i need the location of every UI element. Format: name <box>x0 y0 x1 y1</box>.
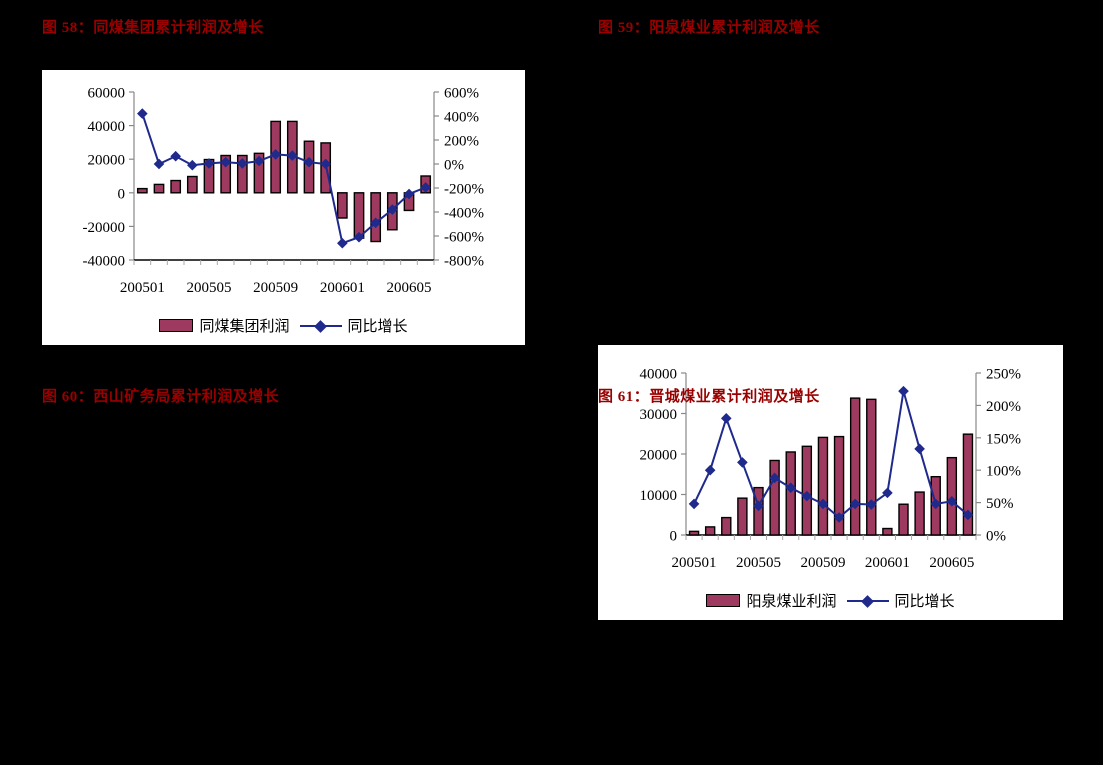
svg-text:100%: 100% <box>986 464 1021 480</box>
figure-title-61: 图 61：晋城煤业累计利润及增长 <box>598 389 820 405</box>
svg-text:50%: 50% <box>986 496 1014 512</box>
chart-legend-58: 同煤集团利润 同比增长 <box>42 315 525 336</box>
figure-panel-58: 图 58：同煤集团累计利润及增长 <box>42 16 264 37</box>
chart-plot-area-59: 0 10000 20000 30000 40000 0% 50% 100% 150% 200% 25… <box>598 345 1063 620</box>
svg-text:200601: 200601 <box>865 555 910 571</box>
legend-bar-label-59: 阳泉煤业利润 <box>746 594 837 610</box>
legend-item-line-58: 同比增长 <box>299 315 408 336</box>
chart-container-59: 0 10000 20000 30000 40000 0% 50% 100% 150% 200% 25… <box>598 345 1063 620</box>
svg-text:20000: 20000 <box>640 448 678 464</box>
chart-container-58: -40000 -20000 0 20000 40000 60000 -800% -600% -4… <box>42 70 525 345</box>
legend-line-marker-icon <box>299 319 342 333</box>
svg-text:10000: 10000 <box>640 488 678 504</box>
svg-text:40000: 40000 <box>88 119 126 135</box>
legend-item-bar-59: 阳泉煤业利润 <box>706 590 837 611</box>
svg-text:-40000: -40000 <box>83 254 126 270</box>
svg-text:200601: 200601 <box>320 280 365 296</box>
svg-text:0%: 0% <box>986 529 1006 545</box>
legend-bar-label-58: 同煤集团利润 <box>199 319 290 335</box>
legend-item-bar-58: 同煤集团利润 <box>159 315 290 336</box>
svg-text:-400%: -400% <box>444 206 484 222</box>
svg-text:200%: 200% <box>444 134 479 150</box>
chart-svg-59: 0 10000 20000 30000 40000 0% 50% 100% 150% 200% 25… <box>598 345 1063 620</box>
svg-text:-600%: -600% <box>444 230 484 246</box>
legend-bar-swatch-icon <box>706 594 741 607</box>
chart-svg-58: -40000 -20000 0 20000 40000 60000 -800% -600% -4… <box>42 70 525 345</box>
svg-text:200605: 200605 <box>387 280 432 296</box>
svg-text:0: 0 <box>670 529 678 545</box>
svg-text:60000: 60000 <box>88 86 126 102</box>
figure-panel-59: 图 59：阳泉煤业累计利润及增长 <box>598 16 820 37</box>
svg-text:40000: 40000 <box>640 367 678 383</box>
legend-item-line-59: 同比增长 <box>846 590 955 611</box>
svg-text:30000: 30000 <box>640 407 678 423</box>
legend-line-label-59: 同比增长 <box>894 594 955 610</box>
legend-bar-swatch-icon <box>159 319 194 332</box>
svg-text:200505: 200505 <box>736 555 781 571</box>
svg-text:-20000: -20000 <box>83 220 126 236</box>
svg-text:600%: 600% <box>444 86 479 102</box>
figure-title-60: 图 60：西山矿务局累计利润及增长 <box>42 389 280 405</box>
svg-text:20000: 20000 <box>88 153 126 169</box>
svg-text:-200%: -200% <box>444 182 484 198</box>
chart-plot-area-58: -40000 -20000 0 20000 40000 60000 -800% -600% -4… <box>42 70 525 345</box>
figure-title-58: 图 58：同煤集团累计利润及增长 <box>42 20 264 36</box>
svg-text:250%: 250% <box>986 367 1021 383</box>
svg-text:200501: 200501 <box>672 555 717 571</box>
svg-text:400%: 400% <box>444 110 479 126</box>
figure-title-59: 图 59：阳泉煤业累计利润及增长 <box>598 20 820 36</box>
svg-text:150%: 150% <box>986 431 1021 447</box>
svg-text:200%: 200% <box>986 399 1021 415</box>
svg-text:200509: 200509 <box>253 280 298 296</box>
chart-legend-59: 阳泉煤业利润 同比增长 <box>598 590 1063 611</box>
svg-text:200501: 200501 <box>120 280 165 296</box>
svg-text:200505: 200505 <box>187 280 232 296</box>
svg-text:0%: 0% <box>444 158 464 174</box>
figure-panel-61: 图 61：晋城煤业累计利润及增长 <box>598 385 820 406</box>
legend-line-label-58: 同比增长 <box>347 319 408 335</box>
legend-line-marker-icon <box>846 594 889 608</box>
svg-text:0: 0 <box>118 186 126 202</box>
svg-text:-800%: -800% <box>444 254 484 270</box>
figure-panel-60: 图 60：西山矿务局累计利润及增长 <box>42 385 279 406</box>
svg-text:200509: 200509 <box>800 555 845 571</box>
svg-text:200605: 200605 <box>929 555 974 571</box>
